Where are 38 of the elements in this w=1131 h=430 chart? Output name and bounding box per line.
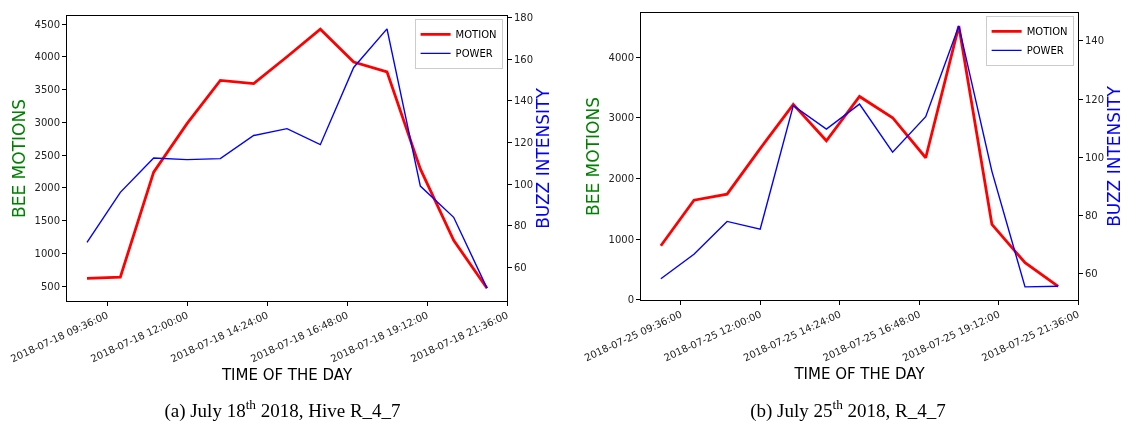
text: (a) July 18$^{th}$ 2018, Hive R_4_7	[164, 397, 401, 423]
y-tick-label: 3000	[34, 116, 60, 128]
y2-axis-title: BUZZ INTENSITY	[533, 87, 554, 229]
y2-tick-label: 120	[1085, 93, 1105, 105]
y-tick-label: 3000	[608, 112, 634, 124]
y2-tick-label: 120	[514, 136, 534, 148]
y-tick-label: 1000	[608, 233, 634, 245]
legend-label: POWER	[455, 48, 493, 60]
y2-tick-label: 100	[514, 178, 534, 190]
legend-label: MOTION	[1026, 26, 1068, 38]
y-tick-label: 3500	[34, 84, 60, 96]
y-tick-label: 4000	[34, 51, 60, 63]
y2-tick-label: 140	[1085, 35, 1105, 47]
y-tick-label: 0	[627, 294, 634, 306]
legend-label: POWER	[1026, 45, 1064, 57]
text: (b) July 25$^{th}$ 2018, R_4_7	[750, 397, 946, 423]
y-axis-title: BEE MOTIONS	[9, 99, 30, 218]
y-axis-title: BEE MOTIONS	[583, 97, 604, 216]
y-tick-label: 1500	[34, 215, 60, 227]
y2-axis-title: BUZZ INTENSITY	[1104, 85, 1125, 227]
y2-tick-label: 160	[514, 53, 534, 65]
y-tick-label: 2500	[34, 149, 60, 161]
y-tick-label: 4000	[608, 51, 634, 63]
y2-tick-label: 100	[1085, 151, 1105, 163]
x-axis-title: TIME OF THE DAY	[220, 366, 353, 385]
y2-tick-label: 60	[514, 261, 527, 273]
y-tick-label: 1000	[34, 247, 60, 259]
y2-tick-label: 80	[1085, 210, 1098, 222]
y-tick-label: 2000	[608, 172, 634, 184]
y2-tick-label: 60	[1085, 268, 1098, 280]
x-axis-title: TIME OF THE DAY	[793, 365, 926, 384]
y2-tick-label: 140	[514, 95, 534, 107]
legend-label: MOTION	[455, 29, 497, 41]
y-tick-label: 4500	[34, 18, 60, 30]
y-tick-label: 500	[40, 280, 60, 292]
y2-tick-label: 80	[514, 220, 527, 232]
y-tick-label: 2000	[34, 182, 60, 194]
y2-tick-label: 180	[514, 11, 534, 23]
